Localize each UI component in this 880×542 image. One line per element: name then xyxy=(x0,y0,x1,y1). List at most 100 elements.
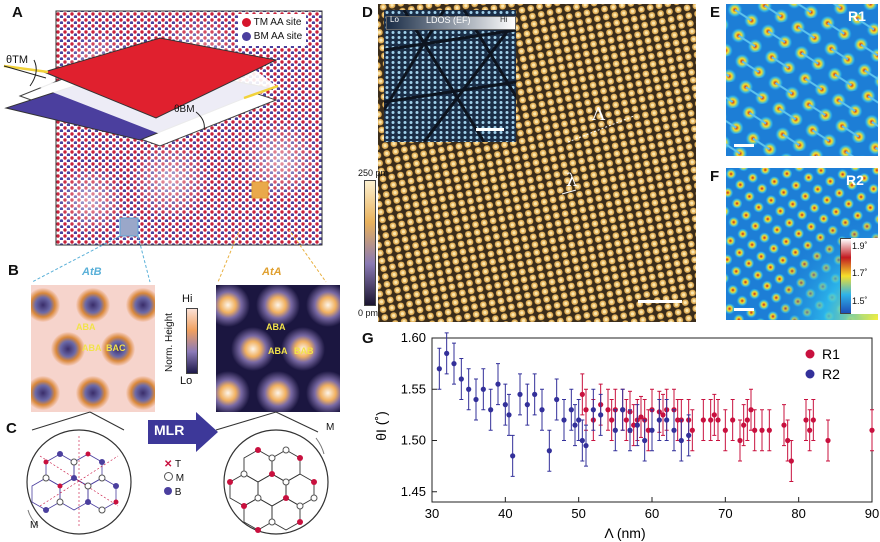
legend-r2-label: R2 xyxy=(822,366,840,382)
R1-point-25 xyxy=(708,417,714,423)
R2-point-22 xyxy=(579,437,585,444)
R2-point-32 xyxy=(656,417,662,423)
R1-point-14 xyxy=(645,427,651,433)
y-tick-label-0: 1.45 xyxy=(401,484,426,499)
b-dot-icon xyxy=(164,487,172,495)
R1-point-5 xyxy=(609,417,615,423)
R2-point-24 xyxy=(590,407,596,413)
panel-ab-connectors xyxy=(31,230,327,283)
R1-point-24 xyxy=(700,417,706,423)
ata-height-map xyxy=(216,285,340,412)
y-tick-label-1: 1.50 xyxy=(401,433,426,448)
panel-a-moire xyxy=(3,10,323,246)
colorbar-lo: Lo xyxy=(180,375,193,387)
r2-tag: R2 xyxy=(846,172,864,188)
panel-a-legend: TM AA site BM AA site xyxy=(238,14,307,46)
R1-point-36 xyxy=(766,427,772,433)
R1-point-38 xyxy=(785,437,791,444)
R2-point-6 xyxy=(480,386,486,392)
panel-c-lattices xyxy=(26,411,329,535)
x-tick-label-2: 50 xyxy=(571,506,585,521)
ata-site-1: ABA xyxy=(266,322,286,332)
R1-point-26 xyxy=(711,412,717,418)
R2-point-14 xyxy=(532,391,538,397)
twist-colorbar-labels: 1.9˚ 1.7˚ 1.5˚ xyxy=(851,238,878,314)
panel-a-label: A xyxy=(12,4,23,21)
R1-point-27 xyxy=(715,417,721,423)
theta-tm-label: θTM xyxy=(6,54,28,66)
R2-point-27 xyxy=(620,407,626,413)
stm-colorbar-bottom: 0 pm xyxy=(358,308,379,318)
height-colorbar xyxy=(186,308,198,374)
R2-point-21 xyxy=(576,417,582,423)
R1-point-37 xyxy=(781,422,787,428)
ldos-inset-map xyxy=(384,10,516,142)
R2-point-30 xyxy=(642,437,648,444)
twist-map-r1 xyxy=(726,4,878,156)
R2-point-4 xyxy=(466,386,472,392)
x-tick-label-4: 70 xyxy=(718,506,732,521)
atomic-spacing-label: λ xyxy=(566,170,578,191)
R1-point-10 xyxy=(631,422,637,428)
R1-point-23 xyxy=(689,427,695,433)
panel-e-label: E xyxy=(710,4,721,21)
R2-point-7 xyxy=(488,407,494,413)
R2-point-11 xyxy=(510,453,516,459)
R2-point-13 xyxy=(524,402,530,408)
corner-m-right: M xyxy=(326,422,335,433)
y-axis-label: θI (˚) xyxy=(373,411,389,441)
twist-scale-2: 1.7˚ xyxy=(852,268,868,278)
R1-point-39 xyxy=(788,458,794,464)
atb-site-3: BAC xyxy=(106,343,126,353)
ata-title: AtA xyxy=(262,266,282,278)
mlr-arrow-label: MLR xyxy=(154,422,185,438)
R2-point-35 xyxy=(678,437,684,444)
panel-f-label: F xyxy=(710,168,720,185)
x-tick-label-6: 90 xyxy=(865,506,879,521)
ldos-hi: Hi xyxy=(500,15,508,24)
R2-point-0 xyxy=(436,366,442,372)
R1-point-44 xyxy=(869,427,875,433)
R1-point-35 xyxy=(759,427,765,433)
panel-b-label: B xyxy=(8,262,19,279)
legend-r1-marker xyxy=(805,349,815,359)
R1-point-28 xyxy=(722,427,728,433)
R2-point-15 xyxy=(539,407,545,413)
R1-point-41 xyxy=(807,427,813,433)
atb-title: AtB xyxy=(82,266,102,278)
legend-m: M xyxy=(175,473,185,484)
R1-point-43 xyxy=(825,437,831,444)
R2-point-28 xyxy=(627,427,633,433)
R2-point-8 xyxy=(495,381,501,387)
legend-r1-label: R1 xyxy=(822,346,840,362)
R2-point-17 xyxy=(554,396,560,403)
y-tick-label-3: 1.60 xyxy=(401,330,426,345)
legend-tm: TM AA site xyxy=(253,17,302,28)
stm-colorbar-top: 250 pm xyxy=(358,168,389,178)
R1-point-0 xyxy=(579,391,585,397)
x-tick-label-1: 40 xyxy=(498,506,512,521)
t-cross-icon: ✕ xyxy=(164,459,173,470)
R1-point-12 xyxy=(638,414,644,420)
R2-point-34 xyxy=(671,427,677,433)
y-tick-label-2: 1.55 xyxy=(401,381,426,396)
R1-point-33 xyxy=(748,407,754,413)
R2-point-19 xyxy=(568,407,574,413)
panel-d-label: D xyxy=(362,4,373,21)
legend-b: B xyxy=(174,487,182,498)
x-tick-label-5: 80 xyxy=(791,506,805,521)
R2-point-16 xyxy=(546,448,552,454)
legend-t: T xyxy=(175,459,182,470)
R2-point-20 xyxy=(572,422,578,428)
ata-site-2: ABA xyxy=(268,346,288,356)
R2-point-25 xyxy=(598,412,604,418)
ldos-title: LDOS (EF) xyxy=(426,15,471,25)
R1-point-8 xyxy=(623,417,629,423)
x-tick-label-3: 60 xyxy=(645,506,659,521)
R2-point-5 xyxy=(473,396,479,403)
colorbar-title: Norm. Height xyxy=(164,313,175,372)
ldos-colorbar xyxy=(386,16,516,30)
R1-point-4 xyxy=(605,407,611,413)
R2-point-31 xyxy=(649,427,655,433)
R2-point-1 xyxy=(444,350,450,356)
